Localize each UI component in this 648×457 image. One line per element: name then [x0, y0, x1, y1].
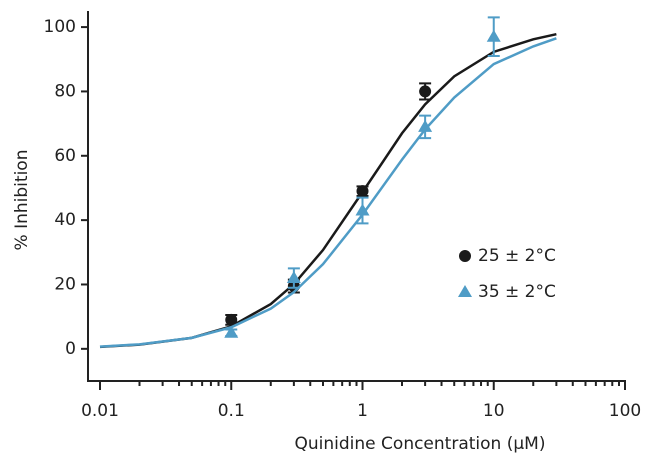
y-tick-label: 100 [44, 17, 76, 37]
y-axis-label: % Inhibition [12, 150, 32, 251]
y-tick-label: 80 [54, 81, 76, 101]
data-point [355, 203, 370, 216]
x-tick-label: 0.1 [218, 401, 245, 421]
data-point [419, 85, 432, 98]
data-point [225, 313, 238, 326]
y-tick-label: 0 [65, 339, 76, 359]
legend-marker [459, 250, 471, 262]
data-point [418, 119, 433, 132]
x-tick-label: 100 [609, 401, 641, 421]
legend-marker [458, 285, 472, 297]
y-tick-label: 40 [54, 210, 76, 230]
y-tick-label: 20 [54, 274, 76, 294]
x-tick-label: 1 [357, 401, 368, 421]
x-tick-label: 10 [483, 401, 505, 421]
fit-curve [99, 37, 557, 348]
data-point [224, 325, 239, 338]
data-point [486, 29, 501, 42]
x-axis-label: Quinidine Concentration (µM) [295, 434, 546, 454]
y-tick-label: 60 [54, 146, 76, 166]
legend-label: 35 ± 2°C [478, 282, 556, 302]
data-point [286, 271, 301, 284]
legend-label: 25 ± 2°C [478, 246, 556, 266]
data-point [356, 185, 369, 198]
x-tick-label: 0.01 [81, 401, 119, 421]
